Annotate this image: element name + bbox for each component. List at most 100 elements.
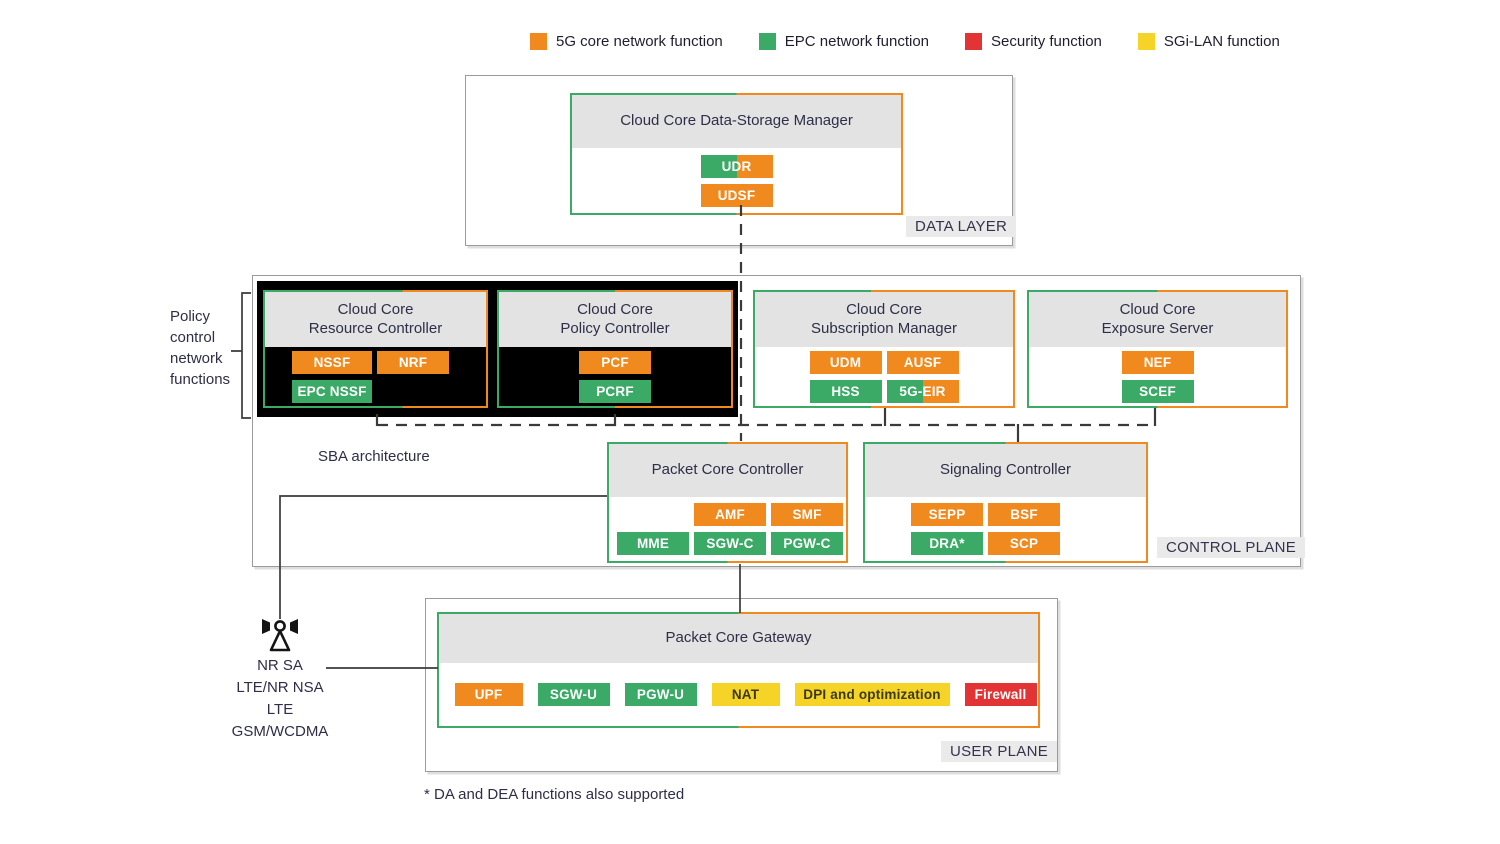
label-line: control — [170, 329, 216, 346]
legend-swatch-5g-core — [530, 33, 547, 50]
sba-architecture-label: SBA architecture — [318, 448, 430, 465]
radio-access-types-label: NR SA LTE/NR NSA LTE GSM/WCDMA — [210, 655, 350, 743]
chip-pcrf: PCRF — [579, 379, 651, 403]
chip-5g-eir: 5G-EIR — [886, 379, 959, 403]
legend-label: 5G core network function — [556, 33, 723, 50]
chip-dra: DRA* — [911, 532, 983, 555]
legend-label: EPC network function — [784, 33, 930, 50]
policy-group-bracket — [231, 292, 251, 419]
node-body: PCF PCRF — [499, 347, 731, 406]
node-cloud-core-exposure-server: Cloud Core Exposure Server NEF SCEF — [1027, 290, 1288, 408]
node-body: NSSF NRF EPC NSSF — [265, 347, 486, 406]
control-plane-label: CONTROL PLANE — [1157, 537, 1306, 558]
node-body: SEPP BSF DRA* SCP — [845, 497, 1126, 561]
chip-row: EPC NSSF — [292, 379, 372, 403]
node-packet-core-controller: Packet Core Controller AMF SMF MME SGW-C… — [607, 442, 848, 563]
node-title-line: Cloud Core — [337, 300, 414, 318]
label-line: network — [170, 350, 223, 367]
chip-sepp: SEPP — [911, 503, 983, 526]
node-title-line: Exposure Server — [1101, 319, 1214, 337]
chip-nat: NAT — [711, 683, 780, 706]
chip-upf: UPF — [454, 683, 523, 706]
legend: 5G core network function EPC network fun… — [530, 33, 1280, 50]
legend-swatch-security — [965, 33, 983, 50]
node-title-line: Signaling Controller — [940, 461, 1071, 479]
chip-nrf: NRF — [377, 350, 449, 374]
node-title-line: Packet Core Gateway — [665, 629, 812, 647]
node-title-line: Packet Core Controller — [651, 461, 804, 479]
node-title: Cloud Core Exposure Server — [1029, 292, 1286, 347]
legend-swatch-sgi-lan — [1137, 33, 1155, 50]
node-cloud-core-subscription-manager: Cloud Core Subscription Manager UDM AUSF… — [753, 290, 1015, 408]
chip-row: MME SGW-C PGW-C — [617, 532, 843, 555]
node-title-line: Cloud Core — [577, 300, 653, 318]
user-plane-label: USER PLANE — [941, 741, 1058, 762]
legend-item-security: Security function — [965, 33, 1102, 50]
label-line: Policy — [170, 308, 211, 325]
legend-item-sgi-lan: SGi-LAN function — [1137, 33, 1280, 50]
node-title-line: Cloud Core Data-Storage Manager — [620, 112, 853, 130]
chip-udsf: UDSF — [700, 183, 773, 207]
node-signaling-controller: Signaling Controller SEPP BSF DRA* SCP — [863, 442, 1148, 563]
node-body: NEF SCEF — [1029, 347, 1286, 406]
node-title-line: Resource Controller — [308, 319, 443, 337]
legend-item-epc: EPC network function — [758, 33, 930, 50]
chip-mme: MME — [617, 532, 689, 555]
chip-pgw-c: PGW-C — [771, 532, 843, 555]
chip-row: AMF SMF — [617, 503, 843, 526]
node-title-line: Policy Controller — [560, 319, 670, 337]
chip-row: SEPP BSF — [911, 503, 1060, 526]
chip-udr: UDR — [700, 154, 773, 178]
chip-nssf: NSSF — [292, 350, 372, 374]
node-title-line: Cloud Core — [846, 300, 922, 318]
data-layer-label: DATA LAYER — [906, 216, 1017, 237]
chip-spacer — [617, 503, 689, 526]
node-body: UDM AUSF HSS 5G-EIR — [755, 347, 1013, 406]
chip-row: HSS 5G-EIR — [809, 379, 959, 403]
label-line: GSM/WCDMA — [231, 723, 329, 740]
legend-swatch-epc — [758, 33, 776, 50]
chip-bsf: BSF — [988, 503, 1060, 526]
base-station-icon — [262, 619, 298, 652]
chip-scef: SCEF — [1121, 379, 1194, 403]
node-cloud-core-data-storage-manager: Cloud Core Data-Storage Manager UDR UDSF — [570, 93, 903, 215]
chip-hss: HSS — [809, 379, 882, 403]
policy-control-functions-label: Policy control network functions — [170, 306, 230, 390]
legend-item-5g-core: 5G core network function — [530, 33, 723, 50]
legend-label: Security function — [991, 33, 1102, 50]
node-body: AMF SMF MME SGW-C PGW-C — [609, 497, 846, 561]
label-line: LTE/NR NSA — [236, 679, 324, 696]
chip-pcf: PCF — [579, 350, 651, 374]
chip-udm: UDM — [809, 350, 882, 374]
node-cloud-core-resource-controller: Cloud Core Resource Controller NSSF NRF … — [263, 290, 488, 408]
chip-smf: SMF — [771, 503, 843, 526]
chip-sgw-u: SGW-U — [537, 683, 610, 706]
footnote: * DA and DEA functions also supported — [424, 786, 685, 803]
chip-scp: SCP — [988, 532, 1060, 555]
label-line: LTE — [266, 701, 294, 718]
legend-label: SGi-LAN function — [1163, 33, 1280, 50]
node-title: Cloud Core Subscription Manager — [755, 292, 1013, 347]
chip-sgw-c: SGW-C — [694, 532, 766, 555]
chip-epc-nssf: EPC NSSF — [292, 379, 372, 403]
node-title: Cloud Core Policy Controller — [499, 292, 731, 347]
label-line: functions — [170, 371, 231, 388]
node-title-line: Cloud Core — [1119, 300, 1196, 318]
chip-nef: NEF — [1121, 350, 1194, 374]
node-title: Packet Core Gateway — [439, 614, 1038, 663]
node-cloud-core-policy-controller: Cloud Core Policy Controller PCF PCRF — [497, 290, 733, 408]
node-title: Cloud Core Resource Controller — [265, 292, 486, 347]
node-title: Packet Core Controller — [609, 444, 846, 497]
node-body: UPF SGW-U PGW-U NAT DPI and optimization… — [439, 663, 1038, 726]
chip-ausf: AUSF — [886, 350, 959, 374]
node-title: Signaling Controller — [865, 444, 1146, 497]
label-line: NR SA — [257, 657, 303, 674]
chip-row: UDM AUSF — [809, 350, 959, 374]
chip-pgw-u: PGW-U — [624, 683, 697, 706]
node-packet-core-gateway: Packet Core Gateway UPF SGW-U PGW-U NAT … — [437, 612, 1040, 728]
chip-row: NSSF NRF — [292, 350, 449, 374]
node-title-line: Subscription Manager — [811, 319, 957, 337]
chip-dpi-and-optimization: DPI and optimization — [794, 683, 950, 706]
chip-amf: AMF — [694, 503, 766, 526]
